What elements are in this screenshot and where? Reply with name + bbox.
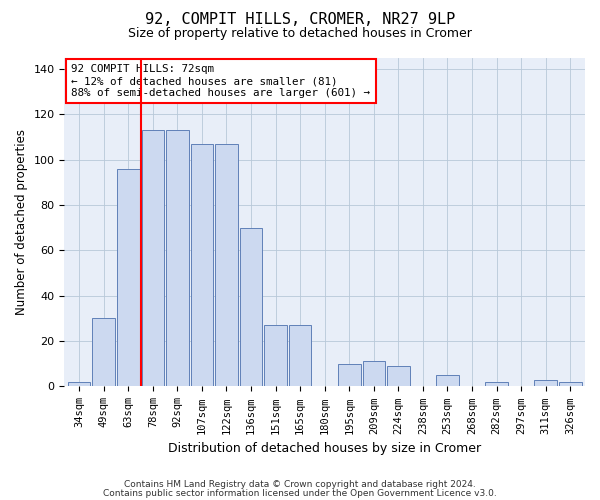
Text: 92 COMPIT HILLS: 72sqm
← 12% of detached houses are smaller (81)
88% of semi-det: 92 COMPIT HILLS: 72sqm ← 12% of detached… [71,64,370,98]
Text: Contains HM Land Registry data © Crown copyright and database right 2024.: Contains HM Land Registry data © Crown c… [124,480,476,489]
Bar [559,382,581,386]
Bar [117,168,140,386]
Bar [289,325,311,386]
Bar [240,228,262,386]
Text: Size of property relative to detached houses in Cromer: Size of property relative to detached ho… [128,28,472,40]
Bar [264,325,287,386]
Bar [191,144,213,386]
Bar [166,130,188,386]
Bar [338,364,361,386]
Bar [436,375,459,386]
Text: Contains public sector information licensed under the Open Government Licence v3: Contains public sector information licen… [103,489,497,498]
Bar [68,382,91,386]
Bar [215,144,238,386]
Text: 92, COMPIT HILLS, CROMER, NR27 9LP: 92, COMPIT HILLS, CROMER, NR27 9LP [145,12,455,28]
Bar [485,382,508,386]
X-axis label: Distribution of detached houses by size in Cromer: Distribution of detached houses by size … [168,442,481,455]
Bar [362,362,385,386]
Bar [142,130,164,386]
Bar [535,380,557,386]
Y-axis label: Number of detached properties: Number of detached properties [15,129,28,315]
Bar [387,366,410,386]
Bar [92,318,115,386]
